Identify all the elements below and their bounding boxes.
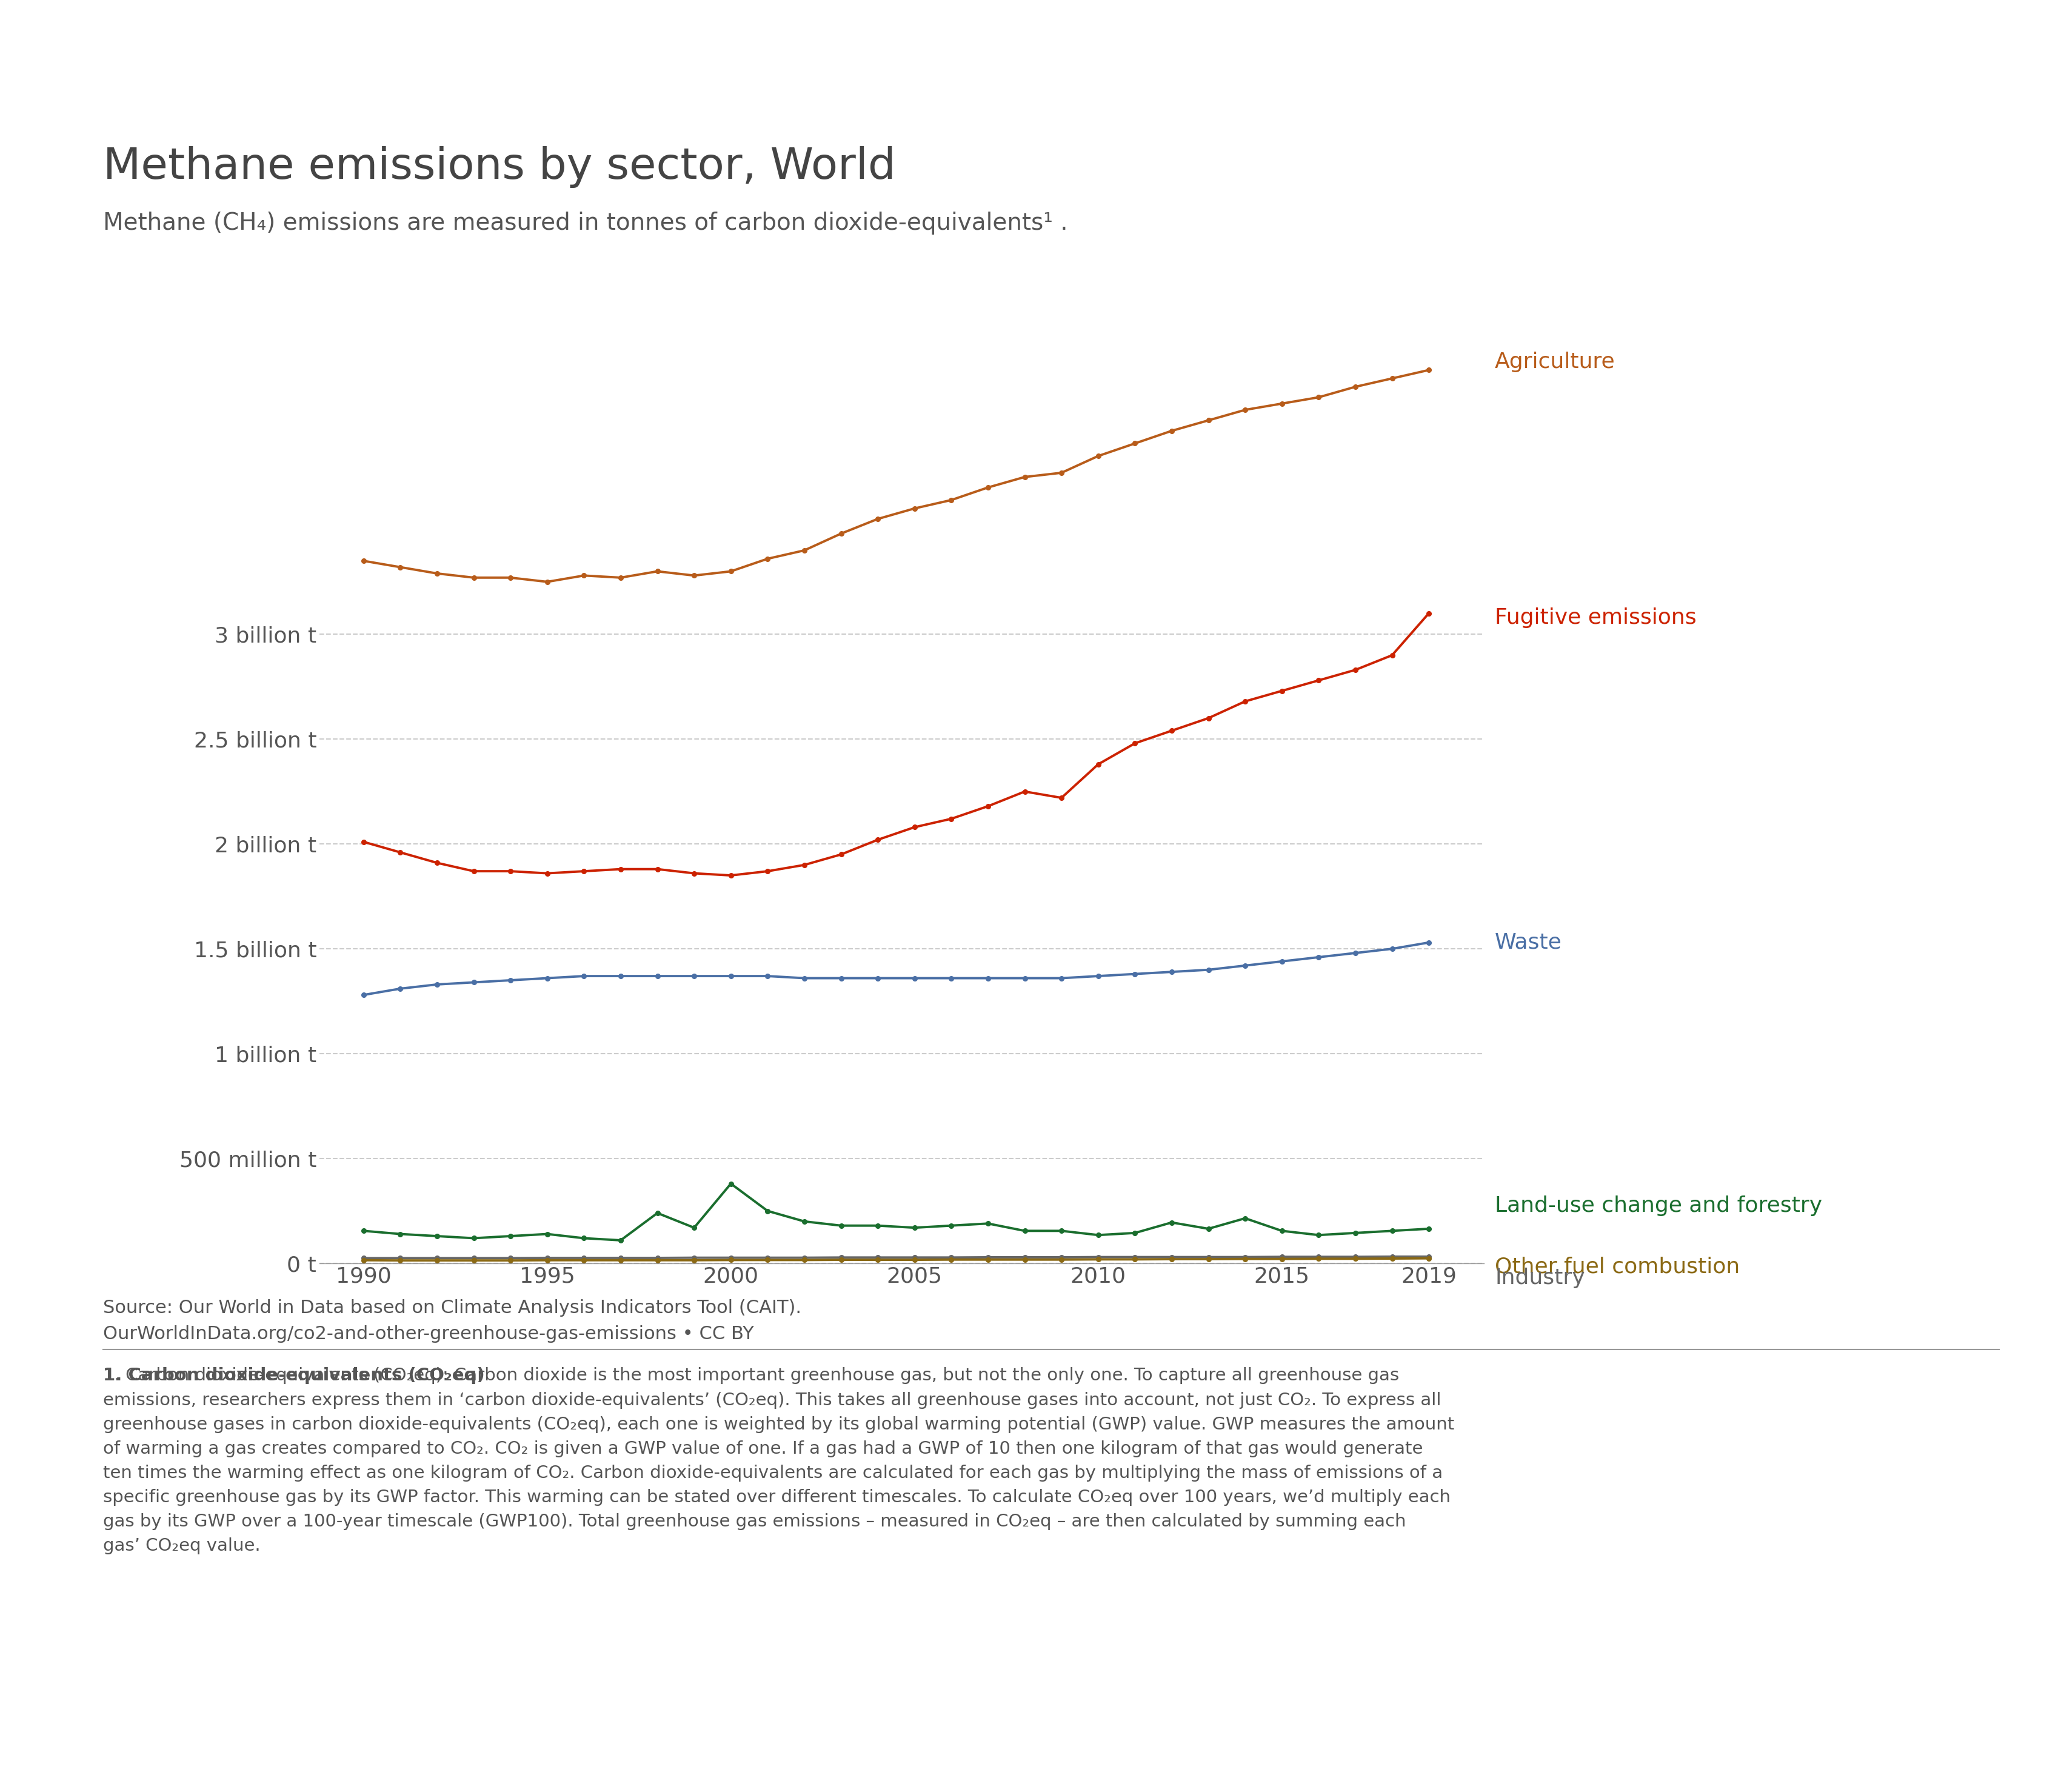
Text: Agriculture: Agriculture	[1494, 351, 1616, 373]
Text: Other fuel combustion: Other fuel combustion	[1494, 1256, 1739, 1278]
Text: Land-use change and forestry: Land-use change and forestry	[1494, 1195, 1822, 1217]
Text: Industry: Industry	[1494, 1267, 1585, 1288]
Text: 1. Carbon dioxide-equivalents (CO₂eq): 1. Carbon dioxide-equivalents (CO₂eq)	[103, 1367, 484, 1383]
Text: in Data: in Data	[1892, 152, 1952, 167]
Text: Fugitive emissions: Fugitive emissions	[1494, 607, 1696, 627]
Text: Waste: Waste	[1494, 932, 1562, 953]
Text: Our World: Our World	[1878, 108, 1966, 122]
Text: 1. Carbon dioxide-equivalents (CO₂eq): Carbon dioxide is the most important gree: 1. Carbon dioxide-equivalents (CO₂eq): C…	[103, 1367, 1455, 1554]
Text: Source: Our World in Data based on Climate Analysis Indicators Tool (CAIT).
OurW: Source: Our World in Data based on Clima…	[103, 1299, 802, 1342]
Text: 1. Carbon dioxide-equivalents (CO₂eq): Carbon dioxide is the most important gree: 1. Carbon dioxide-equivalents (CO₂eq): C…	[103, 1367, 1455, 1554]
Text: Methane emissions by sector, World: Methane emissions by sector, World	[103, 147, 897, 188]
Text: Methane (CH₄) emissions are measured in tonnes of carbon dioxide-equivalents¹ .: Methane (CH₄) emissions are measured in …	[103, 211, 1068, 235]
